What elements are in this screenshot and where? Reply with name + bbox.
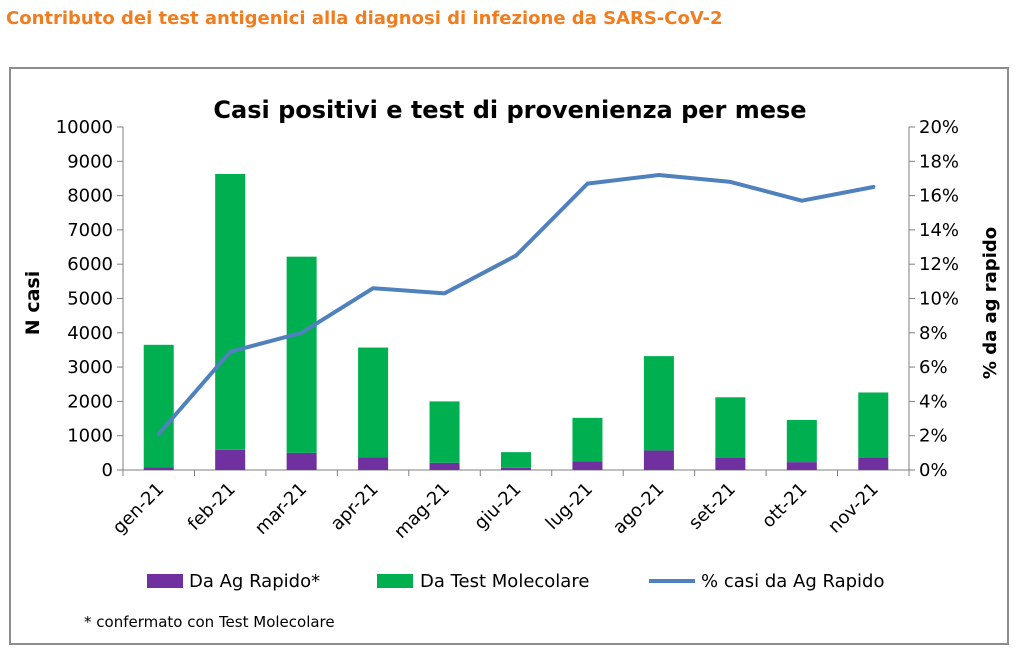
bar-test-molecolare-gen-21 bbox=[143, 344, 174, 468]
y2-tick-label: 6% bbox=[919, 357, 948, 378]
bar-test-molecolare-ott-21 bbox=[786, 419, 817, 463]
legend-swatch-ag-rapido bbox=[147, 574, 183, 588]
y2-tick-label: 0% bbox=[919, 460, 948, 481]
y2-tick-label: 8% bbox=[919, 323, 948, 344]
bar-test-molecolare-ago-21 bbox=[643, 356, 674, 451]
y-tick-label: 1000 bbox=[67, 426, 113, 447]
y-tick-label: 6000 bbox=[67, 254, 113, 275]
x-tick-label: ott-21 bbox=[758, 479, 811, 532]
bar-test-molecolare-giu-21 bbox=[500, 452, 532, 468]
y-tick-label: 2000 bbox=[67, 391, 113, 412]
x-tick-label: ago-21 bbox=[609, 479, 669, 539]
bar-test-molecolare-mag-21 bbox=[429, 401, 460, 463]
legend-label-ag-rapido: Da Ag Rapido* bbox=[189, 571, 320, 592]
bar-test-molecolare-feb-21 bbox=[215, 173, 246, 450]
y-tick-label: 3000 bbox=[67, 357, 113, 378]
bar-ag-rapido-mar-21 bbox=[286, 452, 317, 470]
y2-tick-label: 12% bbox=[919, 254, 959, 275]
bar-ag-rapido-ott-21 bbox=[786, 462, 817, 470]
y2-tick-label: 16% bbox=[919, 186, 959, 207]
y-axis-label: N casi bbox=[22, 271, 44, 335]
y2-tick-label: 4% bbox=[919, 391, 948, 412]
bar-ag-rapido-feb-21 bbox=[215, 449, 246, 470]
x-tick-label: mag-21 bbox=[390, 479, 454, 543]
y-tick-label: 4000 bbox=[67, 323, 113, 344]
legend-swatch-test-molecolare bbox=[377, 574, 413, 588]
bar-ag-rapido-gen-21 bbox=[143, 467, 174, 470]
x-tick-label: feb-21 bbox=[184, 479, 240, 535]
pct-line bbox=[156, 173, 876, 436]
bar-test-molecolare-mar-21 bbox=[286, 256, 317, 453]
y-tick-label: 7000 bbox=[67, 220, 113, 241]
y-tick-label: 10000 bbox=[56, 117, 113, 138]
x-tick-label: set-21 bbox=[685, 479, 740, 534]
bar-ag-rapido-ago-21 bbox=[643, 450, 674, 470]
y2-tick-label: 10% bbox=[919, 289, 959, 310]
bar-test-molecolare-set-21 bbox=[715, 397, 746, 458]
bar-test-molecolare-apr-21 bbox=[358, 347, 389, 458]
bar-ag-rapido-set-21 bbox=[715, 457, 746, 470]
y2-axis-label: % da ag rapido bbox=[980, 227, 1001, 379]
bar-test-molecolare-lug-21 bbox=[572, 417, 603, 462]
bar-ag-rapido-mag-21 bbox=[429, 462, 460, 470]
legend-label-test-molecolare: Da Test Molecolare bbox=[420, 571, 589, 592]
y2-tick-label: 18% bbox=[919, 151, 959, 172]
legend-label-pct-line: % casi da Ag Rapido bbox=[701, 571, 885, 592]
x-tick-label: lug-21 bbox=[542, 479, 597, 534]
y2-tick-label: 2% bbox=[919, 426, 948, 447]
chart-frame: Casi positivi e test di provenienza per … bbox=[9, 67, 1009, 645]
y-tick-label: 5000 bbox=[67, 289, 113, 310]
bar-ag-rapido-lug-21 bbox=[572, 461, 603, 470]
chart-title: Casi positivi e test di provenienza per … bbox=[213, 96, 806, 124]
x-tick-label: apr-21 bbox=[327, 479, 383, 535]
x-tick-label: giu-21 bbox=[470, 479, 525, 534]
bar-ag-rapido-apr-21 bbox=[358, 457, 389, 470]
chart: Casi positivi e test di provenienza per … bbox=[22, 96, 1001, 631]
y-tick-label: 0 bbox=[102, 460, 113, 481]
footnote: * confermato con Test Molecolare bbox=[84, 613, 335, 631]
bar-test-molecolare-nov-21 bbox=[858, 392, 889, 458]
x-tick-label: nov-21 bbox=[824, 479, 883, 538]
y2-tick-label: 14% bbox=[919, 220, 959, 241]
x-tick-label: mar-21 bbox=[251, 479, 311, 539]
y2-tick-label: 20% bbox=[919, 117, 959, 138]
x-tick-label: gen-21 bbox=[109, 479, 169, 539]
page-heading: Contributo dei test antigenici alla diag… bbox=[6, 8, 723, 29]
y-tick-label: 9000 bbox=[67, 151, 113, 172]
bar-ag-rapido-nov-21 bbox=[858, 457, 889, 470]
plot-area: 0 1000 2000 3000 4000 5000 6000 7000 8000 9000 100… bbox=[56, 117, 959, 543]
legend: Da Ag Rapido* Da Test Molecolare % casi … bbox=[147, 571, 885, 592]
y-tick-label: 8000 bbox=[67, 186, 113, 207]
bar-ag-rapido-giu-21 bbox=[500, 467, 532, 470]
